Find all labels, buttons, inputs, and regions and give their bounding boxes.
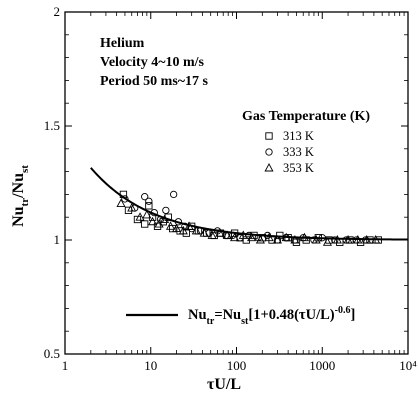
data-point: [191, 225, 201, 235]
data-point: [230, 232, 240, 242]
y-axis-label: Nutr/Nust: [10, 165, 31, 227]
legend-label: 353 K: [283, 161, 314, 175]
annotation-gas: Helium: [100, 36, 145, 51]
data-point: [145, 202, 153, 210]
data-point: [121, 195, 129, 203]
data-point: [124, 206, 133, 215]
y-tick-label: 2: [54, 4, 61, 19]
data-point: [162, 206, 170, 215]
x-tick-label: 10⁴: [399, 358, 417, 373]
data-point: [222, 230, 232, 239]
data-point: [178, 225, 188, 235]
fit-eq-sub2: st: [241, 316, 249, 327]
legend-marker: [265, 132, 273, 140]
data-point: [170, 190, 178, 199]
fit-curve: [90, 167, 409, 241]
data-point: [172, 223, 182, 233]
data-point: [154, 219, 164, 228]
data-point: [148, 216, 158, 226]
data-point: [135, 212, 145, 221]
data-point: [116, 198, 126, 207]
data-point: [290, 235, 300, 244]
fit-eq-part2: =Nu: [214, 307, 241, 323]
x-axis-label: τU/L: [207, 376, 241, 393]
data-point: [182, 229, 190, 237]
data-point: [247, 232, 257, 242]
fit-eq-part4: ]: [350, 307, 355, 323]
data-point: [142, 209, 152, 219]
data-point: [207, 230, 217, 239]
fit-eq-part3: [1+0.48(τU/L): [248, 307, 334, 323]
x-tick-label: 1000: [309, 358, 335, 373]
legend-marker: [264, 163, 274, 172]
plot-area: [90, 167, 409, 246]
data-point: [311, 235, 321, 244]
data-point: [255, 235, 265, 244]
data-point: [127, 203, 137, 212]
annotation-velocity: Velocity 4~10 m/s: [100, 55, 205, 70]
data-point: [141, 193, 149, 201]
legend-marker: [265, 148, 273, 156]
x-tick-label: 100: [227, 358, 247, 373]
data-point: [215, 228, 225, 237]
data-point: [141, 220, 149, 228]
data-point: [145, 197, 153, 205]
data-point: [322, 237, 333, 246]
y-tick-label: 1.5: [44, 118, 60, 133]
y-tick-label: 1: [54, 232, 61, 247]
fit-eq-part1: Nu: [188, 307, 207, 323]
data-point: [133, 215, 142, 224]
fit-eq-sub1: tr: [207, 316, 215, 327]
fit-equation: Nutr=Nust[1+0.48(τU/L)-0.6]: [188, 305, 355, 327]
x-tick-label: 1: [62, 358, 69, 373]
y-label-sub1: tr: [19, 198, 31, 207]
y-label-part2: /Nu: [10, 173, 27, 199]
data-point: [264, 232, 274, 242]
y-tick-label: 0.5: [44, 346, 60, 361]
legend-label: 313 K: [283, 129, 314, 143]
legend-label: 333 K: [283, 145, 314, 159]
annotation-period: Period 50 ms~17 s: [100, 74, 209, 89]
data-point: [325, 236, 333, 244]
data-point: [199, 228, 209, 237]
legend: 313 K 333 K 353 K: [264, 129, 314, 175]
data-point: [272, 235, 282, 244]
legend-title: Gas Temperature (K): [242, 109, 370, 124]
data-point: [165, 221, 176, 230]
y-label-part1: Nu: [10, 206, 27, 227]
y-label-sub2: st: [19, 165, 31, 173]
x-tick-label: 10: [144, 358, 157, 373]
fit-eq-sup: -0.6: [335, 305, 351, 316]
